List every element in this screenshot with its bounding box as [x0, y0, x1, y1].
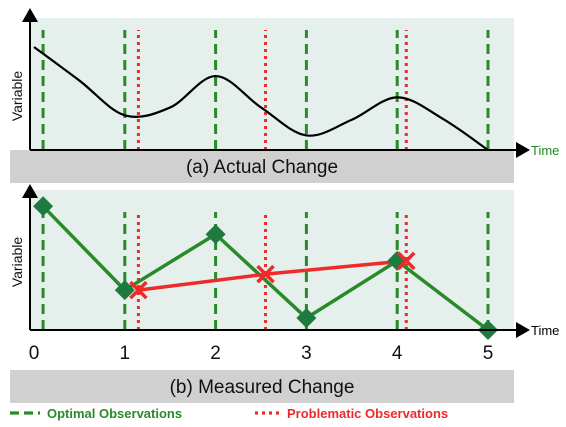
- caption-measured-change: (b) Measured Change: [170, 377, 355, 398]
- actual-change-curve: [33, 46, 489, 151]
- x-axis-arrow-bottom: [516, 322, 530, 338]
- x-tick-label: 5: [483, 343, 494, 364]
- x-tick-label: 1: [120, 343, 131, 364]
- optimal-observation-marker: [33, 196, 54, 217]
- y-axis-label-bottom: Variable: [9, 237, 25, 288]
- x-axis-label-bottom: Time: [531, 323, 559, 338]
- panel-bottom-background: [30, 190, 514, 330]
- legend-problematic-label: Problematic Observations: [287, 406, 448, 421]
- problematic-observation-marker: [256, 264, 275, 284]
- x-tick-label: 4: [392, 343, 403, 364]
- problematic-observation-marker: [397, 251, 416, 271]
- panel-top-background: [30, 18, 514, 150]
- x-tick-label: 3: [301, 343, 312, 364]
- x-tick-labels: 0 1 2 3 4 5: [29, 343, 494, 364]
- panel-measured-change: (b) Measured Change Variable Time 0 1 2 3 4 5: [9, 184, 559, 403]
- x-tick-label: 2: [210, 343, 221, 364]
- panel-actual-change: (a) Actual Change Variable Time: [9, 8, 559, 183]
- legend: Optimal Observations Problematic Observa…: [10, 406, 448, 421]
- caption-bar-top: [10, 150, 514, 183]
- y-axis-arrow-top: [22, 8, 38, 22]
- x-tick-label: 0: [29, 343, 40, 364]
- x-axis-label-top: Time: [531, 143, 559, 158]
- x-marker-stroke: [397, 251, 416, 271]
- optimal-observation-marker: [296, 308, 317, 329]
- optimal-observation-marker: [205, 224, 226, 245]
- caption-actual-change: (a) Actual Change: [186, 157, 338, 178]
- optimal-observation-marker: [114, 280, 135, 301]
- y-axis-label-top: Variable: [9, 71, 25, 122]
- problematic-observation-marker: [129, 280, 148, 300]
- x-marker-stroke: [129, 280, 148, 300]
- caption-bar-bottom: [10, 370, 514, 403]
- y-axis-arrow-bottom: [22, 184, 38, 198]
- x-axis-arrow-top: [516, 142, 530, 158]
- top-observation-lines: [41, 30, 490, 150]
- x-marker-stroke: [256, 264, 275, 284]
- legend-optimal-label: Optimal Observations: [47, 406, 182, 421]
